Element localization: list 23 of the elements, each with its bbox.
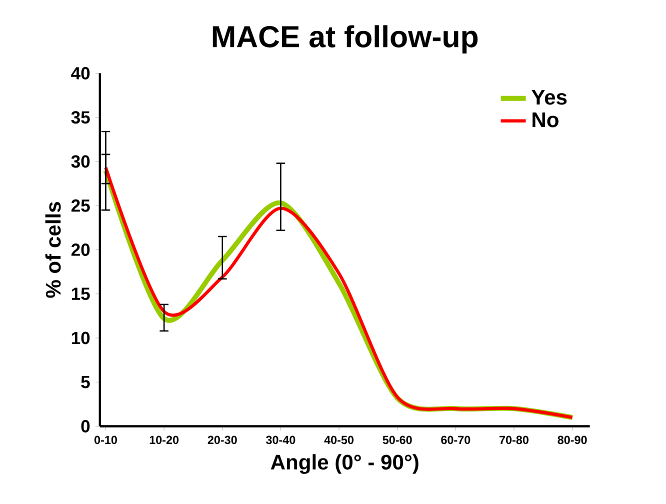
y-tick-label: 15	[72, 288, 90, 300]
x-tick-label: 50-60	[382, 436, 412, 444]
y-axis-title: % of cells	[45, 202, 61, 298]
x-tick-label: 60-70	[441, 436, 470, 444]
chart-title: MACE at follow-up	[212, 25, 478, 54]
x-tick-label: 20-30	[208, 436, 237, 444]
legend-label: Yes	[532, 90, 567, 105]
x-tick-label: 10-20	[150, 436, 179, 444]
y-tick-label: 40	[71, 67, 90, 80]
x-axis-title: Angle (0° - 90°)	[270, 454, 418, 474]
x-tick-label: 0-10	[94, 436, 117, 444]
x-tick-label: 70-80	[500, 436, 528, 444]
legend-label: No	[532, 112, 558, 128]
y-tick-label: 35	[71, 111, 90, 124]
x-tick-label: 40-50	[324, 436, 354, 444]
y-tick-label: 20	[71, 244, 90, 256]
x-tick-label: 30-40	[266, 436, 296, 444]
y-tick-label: 0	[81, 420, 90, 432]
y-tick-label: 25	[71, 199, 90, 212]
x-tick-label: 80-90	[558, 436, 587, 444]
y-tick-label: 5	[81, 376, 90, 388]
y-tick-label: 30	[71, 155, 90, 168]
y-tick-label: 10	[72, 332, 90, 344]
